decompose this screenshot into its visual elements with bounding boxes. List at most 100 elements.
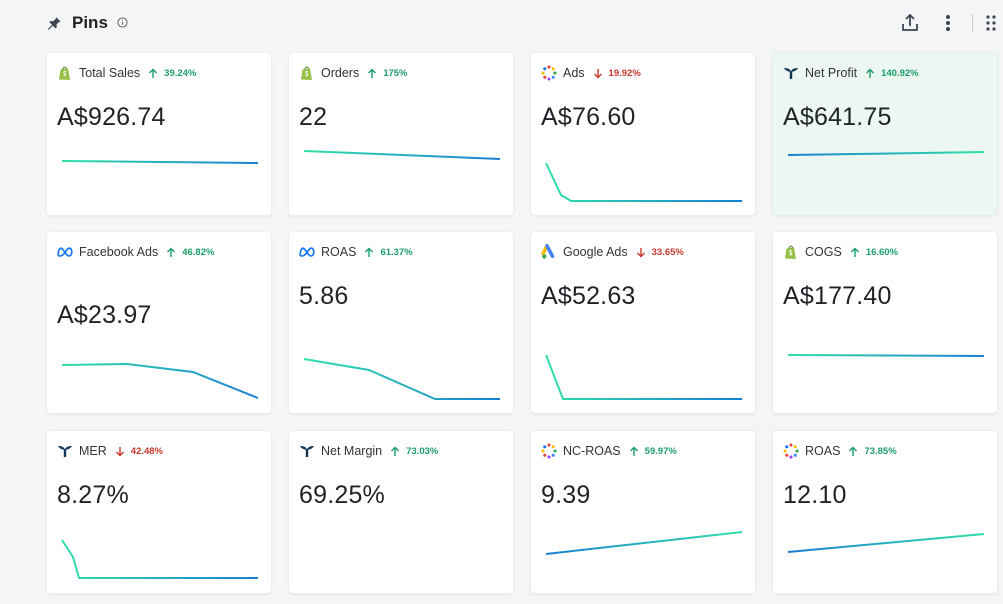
metric-card[interactable]: Facebook Ads 46.82% A$23.97 bbox=[46, 231, 272, 414]
header-divider bbox=[972, 14, 973, 32]
more-vertical-icon[interactable] bbox=[938, 12, 958, 34]
shopify-icon bbox=[301, 66, 312, 80]
metric-value: A$52.63 bbox=[541, 282, 636, 310]
metric-value: A$177.40 bbox=[783, 282, 892, 310]
sparkline-path bbox=[61, 160, 259, 164]
metric-change: 61.37% bbox=[380, 246, 413, 258]
sparkline bbox=[61, 363, 259, 399]
metric-value: A$23.97 bbox=[57, 301, 152, 329]
metric-card[interactable]: Google Ads 33.65% A$52.63 bbox=[530, 231, 756, 414]
sparkline bbox=[303, 358, 500, 400]
sparkline bbox=[545, 531, 743, 555]
metric-label: MER bbox=[79, 444, 107, 458]
metric-change: 73.85% bbox=[864, 445, 897, 457]
multi-dot-icon bbox=[541, 65, 557, 81]
triple-whale-icon bbox=[300, 446, 314, 457]
metric-card[interactable]: Orders 175% 22 bbox=[288, 52, 514, 216]
metric-label: Total Sales bbox=[79, 66, 141, 80]
triple-whale-icon bbox=[784, 68, 798, 79]
arrow-up-icon bbox=[368, 68, 377, 78]
arrow-up-icon bbox=[850, 247, 859, 257]
info-icon[interactable] bbox=[117, 17, 128, 28]
pin-icon bbox=[47, 16, 61, 30]
metric-card[interactable]: Total Sales 39.24% A$926.74 bbox=[46, 52, 272, 216]
metric-card-header: NC-ROAS 59.97% bbox=[541, 443, 677, 459]
sparkline bbox=[545, 162, 742, 202]
metric-card-header: Facebook Ads 46.82% bbox=[57, 244, 214, 260]
metric-card-header: Total Sales 39.24% bbox=[57, 65, 196, 81]
metric-change: 33.65% bbox=[651, 246, 684, 258]
sparkline bbox=[545, 354, 742, 400]
arrow-up-icon bbox=[629, 446, 638, 456]
drag-grid-icon[interactable] bbox=[982, 12, 1002, 34]
metric-card-header: Orders 175% bbox=[299, 65, 408, 81]
metric-card-header: COGS 16.60% bbox=[783, 244, 898, 260]
metric-card-header: ROAS 61.37% bbox=[299, 244, 413, 260]
metric-card-header: Net Profit 140.92% bbox=[783, 65, 919, 81]
sparkline-path bbox=[61, 539, 258, 579]
sparkline-path bbox=[303, 150, 501, 160]
metric-label: Orders bbox=[321, 66, 360, 80]
arrow-up-icon bbox=[167, 247, 176, 257]
metric-card[interactable]: ROAS 73.85% 12.10 bbox=[772, 430, 998, 594]
metric-card[interactable]: COGS 16.60% A$177.40 bbox=[772, 231, 998, 414]
sparkline bbox=[61, 160, 259, 164]
metric-label: ROAS bbox=[805, 444, 841, 458]
metric-change: 16.60% bbox=[865, 246, 899, 258]
pins-header: Pins bbox=[0, 0, 1003, 46]
metric-value: 12.10 bbox=[783, 481, 847, 509]
multi-dot-icon bbox=[783, 443, 799, 459]
arrow-up-icon bbox=[391, 446, 400, 456]
sparkline-path bbox=[61, 363, 259, 399]
metric-label: Google Ads bbox=[563, 245, 628, 259]
multi-dot-icon bbox=[541, 443, 557, 459]
arrow-up-icon bbox=[149, 68, 158, 78]
metric-change: 19.92% bbox=[608, 67, 641, 79]
arrow-down-icon bbox=[636, 247, 645, 257]
sparkline bbox=[61, 539, 258, 579]
metric-change: 140.92% bbox=[881, 67, 919, 79]
meta-icon bbox=[57, 247, 73, 257]
metric-label: NC-ROAS bbox=[563, 444, 621, 458]
sparkline bbox=[303, 150, 501, 160]
metric-value: 8.27% bbox=[57, 481, 129, 509]
metric-card-header: MER 42.48% bbox=[57, 443, 163, 459]
sparkline-path bbox=[787, 533, 985, 553]
shopify-icon bbox=[59, 66, 70, 80]
metric-card[interactable]: ROAS 61.37% 5.86 bbox=[288, 231, 514, 414]
sparkline-path bbox=[303, 358, 500, 400]
metric-value: A$76.60 bbox=[541, 103, 636, 131]
metric-card[interactable]: Net Profit 140.92% A$641.75 bbox=[772, 52, 998, 216]
page-title: Pins bbox=[72, 13, 108, 32]
metric-card[interactable]: Ads 19.92% A$76.60 bbox=[530, 52, 756, 216]
metric-card[interactable]: MER 42.48% 8.27% bbox=[46, 430, 272, 594]
metric-label: Net Margin bbox=[321, 444, 383, 458]
metric-card-header: ROAS 73.85% bbox=[783, 443, 897, 459]
metric-label: ROAS bbox=[321, 245, 357, 259]
sparkline bbox=[787, 354, 985, 357]
metric-value: 5.86 bbox=[299, 282, 349, 310]
metric-label: Net Profit bbox=[805, 66, 858, 80]
sparkline-path bbox=[545, 531, 743, 555]
arrow-up-icon bbox=[849, 446, 858, 456]
metric-value: 9.39 bbox=[541, 481, 591, 509]
sparkline-path bbox=[545, 354, 742, 400]
metric-value: 69.25% bbox=[299, 481, 385, 509]
metric-card-header: Google Ads 33.65% bbox=[541, 244, 684, 260]
metric-card-header: Net Margin 73.03% bbox=[299, 443, 438, 459]
sparkline-path bbox=[787, 354, 985, 357]
metric-card[interactable]: Net Margin 73.03% 69.25% bbox=[288, 430, 514, 594]
metric-card-header: Ads 19.92% bbox=[541, 65, 641, 81]
sparkline-path bbox=[787, 151, 985, 156]
share-icon[interactable] bbox=[900, 12, 920, 34]
metric-change: 73.03% bbox=[406, 445, 439, 457]
sparkline bbox=[787, 151, 985, 156]
metric-change: 59.97% bbox=[644, 445, 677, 457]
metric-card[interactable]: NC-ROAS 59.97% 9.39 bbox=[530, 430, 756, 594]
arrow-up-icon bbox=[365, 247, 374, 257]
meta-icon bbox=[299, 247, 315, 257]
metric-value: A$641.75 bbox=[783, 103, 892, 131]
metric-change: 46.82% bbox=[182, 246, 215, 258]
arrow-down-icon bbox=[593, 68, 602, 78]
metric-change: 39.24% bbox=[164, 67, 197, 79]
